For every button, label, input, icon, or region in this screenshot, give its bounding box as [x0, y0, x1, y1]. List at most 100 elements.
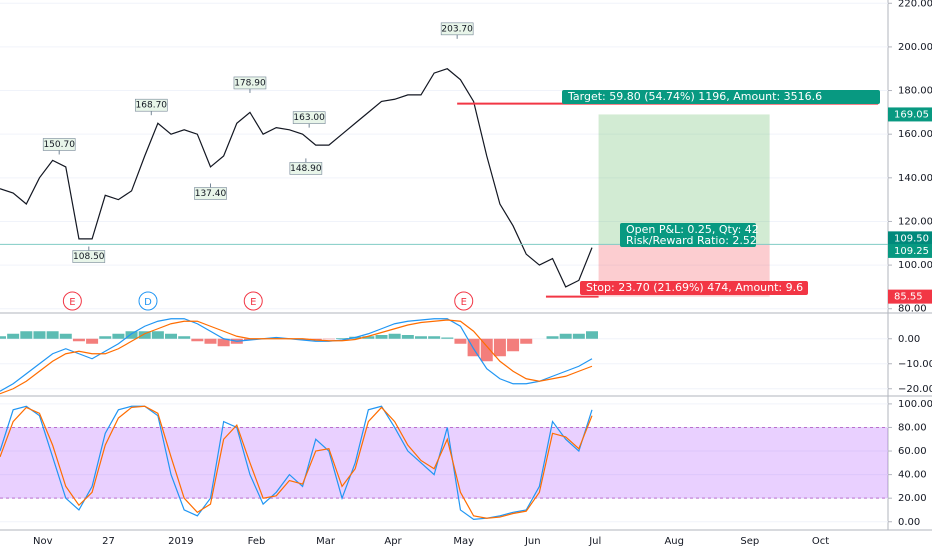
histogram-bar [507, 338, 520, 352]
event-marker [454, 291, 474, 311]
profit-zone [598, 114, 770, 245]
x-tick-label: Nov [33, 536, 53, 547]
x-tick-label: May [453, 536, 474, 547]
y-tick-label: −20.00 [898, 384, 932, 395]
histogram-bar [572, 333, 585, 339]
histogram-bar [388, 333, 401, 339]
annotation-box [440, 22, 474, 36]
y-tick-label: 0.00 [898, 334, 920, 345]
histogram-bar [546, 336, 559, 339]
x-tick-label: Feb [248, 536, 266, 547]
event-label: E [250, 297, 256, 308]
annotation-box [292, 111, 326, 124]
histogram-bar [362, 336, 375, 339]
histogram-bar [204, 338, 217, 344]
histogram-bar [520, 338, 533, 344]
annotation-label: 137.40 [195, 189, 227, 199]
rr-text: Risk/Reward Ratio: 2.52 [626, 234, 757, 247]
annotation-box [134, 98, 168, 112]
annotation-label: 108.50 [73, 252, 105, 262]
y-tick-label: 40.00 [898, 470, 927, 481]
histogram-bar [322, 338, 335, 340]
histogram-bar [0, 336, 6, 339]
price-label-box [888, 231, 932, 246]
histogram-bar [454, 338, 467, 344]
price-label: 169.05 [894, 109, 929, 120]
pnl-box [620, 223, 756, 247]
x-tick-label: 2019 [168, 536, 193, 547]
annotation-box [289, 162, 323, 175]
histogram-bar [336, 338, 349, 339]
price-label-box [888, 243, 932, 258]
histogram-bar [401, 335, 414, 339]
histogram-bar [151, 331, 164, 339]
stop-text-box [580, 281, 808, 295]
histogram-bar [441, 337, 454, 339]
y-tick-label: 60.00 [898, 446, 927, 457]
histogram-bar [586, 331, 598, 339]
x-tick-label: Apr [384, 536, 402, 547]
y-tick-label: 160.00 [898, 129, 932, 140]
histogram-bar [559, 333, 572, 339]
histogram-bar [428, 336, 441, 339]
target-text-box [562, 90, 880, 104]
x-tick-label: Jul [588, 536, 601, 547]
y-tick-label: 80.00 [898, 422, 927, 433]
histogram-bar [7, 333, 20, 339]
annotation-box [194, 187, 227, 200]
y-tick-label: 100.00 [898, 260, 932, 271]
annotation-label: 148.90 [290, 164, 322, 174]
stop-text: Stop: 23.70 (21.69%) 474, Amount: 9.6 [586, 281, 803, 294]
y-tick-label: 200.00 [898, 42, 932, 53]
annotation-box [72, 250, 106, 263]
histogram-bar [178, 336, 191, 339]
annotation-label: 163.00 [293, 113, 325, 123]
histogram-bar [20, 331, 33, 339]
y-tick-label: −10.00 [898, 359, 932, 370]
histogram-bar [112, 333, 125, 339]
histogram-bar [191, 338, 204, 342]
series-line [0, 405, 593, 519]
histogram-bar [33, 331, 46, 339]
histogram-bar [59, 333, 72, 339]
price-label-box [888, 289, 932, 304]
series-line [0, 319, 593, 395]
annotation-box [233, 76, 267, 90]
event-marker [138, 291, 158, 311]
histogram-bar [309, 338, 322, 340]
event-label: D [144, 297, 152, 308]
event-label: E [69, 297, 75, 308]
histogram-bar [99, 336, 112, 339]
event-marker [243, 291, 263, 311]
histogram-bar [165, 333, 178, 339]
x-tick-label: Oct [812, 536, 829, 547]
event-label: E [461, 297, 467, 308]
y-tick-label: 80.00 [898, 304, 927, 315]
price-label: 109.25 [894, 246, 929, 257]
annotation-label: 168.70 [136, 101, 168, 111]
histogram-bar [375, 335, 388, 339]
histogram-bar [480, 338, 493, 362]
annotation-label: 150.70 [43, 140, 75, 150]
target-text: Target: 59.80 (54.74%) 1196, Amount: 351… [567, 90, 822, 103]
price-label-box [888, 107, 932, 122]
series-line [0, 318, 593, 392]
price-label: 109.50 [894, 233, 929, 244]
annotation-label: 203.70 [441, 24, 473, 34]
x-tick-label: Mar [316, 536, 336, 547]
histogram-bar [72, 338, 85, 342]
event-marker [62, 291, 82, 311]
pnl-text: Open P&L: 0.25, Qty: 42 [626, 223, 759, 236]
histogram-bar [125, 331, 138, 339]
x-tick-label: 27 [102, 536, 115, 547]
annotation-label: 178.90 [234, 78, 266, 88]
histogram-bar [493, 338, 506, 357]
histogram-bar [270, 337, 283, 339]
histogram-bar [296, 338, 309, 340]
x-tick-label: Sep [740, 536, 759, 547]
histogram-bar [86, 338, 99, 344]
price-label: 85.55 [894, 292, 923, 303]
y-tick-label: 100.00 [898, 399, 932, 410]
y-tick-label: 220.00 [898, 0, 932, 9]
